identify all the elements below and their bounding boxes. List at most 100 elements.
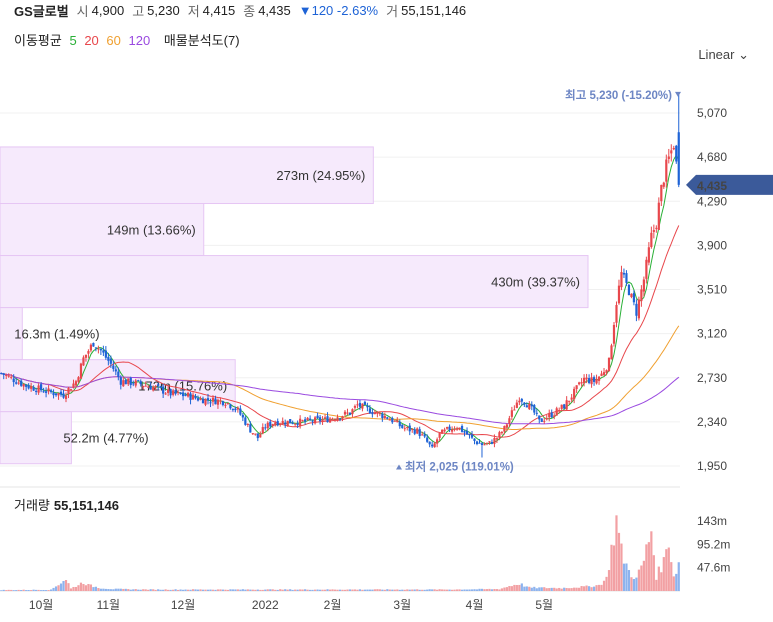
candle-body: [204, 398, 207, 405]
volume-bar: [383, 589, 386, 591]
candle-body: [304, 419, 307, 422]
volume-bar: [585, 585, 588, 591]
volume-bar: [179, 589, 182, 591]
candle-body: [20, 380, 23, 386]
candle-body: [15, 382, 18, 384]
candle-body: [418, 429, 421, 436]
x-tick-label: 12월: [171, 598, 195, 612]
volume-bar: [580, 586, 583, 591]
volume-bar: [323, 589, 327, 591]
volume-bar: [341, 589, 344, 591]
candle-body: [47, 388, 50, 392]
volume-bar: [568, 588, 571, 591]
volume-bar: [59, 583, 63, 591]
volume-bar: [274, 589, 277, 591]
volume-bar: [662, 557, 665, 591]
volume-bar: [533, 586, 536, 591]
candle-body: [386, 417, 389, 419]
volume-profile-bar: [0, 203, 205, 257]
volume-bar: [191, 589, 195, 591]
volume-bar: [276, 589, 279, 591]
ma120-toggle[interactable]: 120: [128, 33, 151, 48]
candle-body: [328, 418, 332, 423]
candle-body: [221, 401, 225, 405]
volume-bar: [201, 589, 205, 591]
volume-bar: [254, 589, 257, 591]
volume-bar: [309, 589, 312, 591]
candle-body: [132, 383, 135, 385]
volume-bar: [236, 589, 239, 591]
candle-body: [455, 428, 459, 430]
volume-bar: [505, 587, 508, 591]
y-tick-label: 1,950: [697, 459, 727, 473]
ma5-toggle[interactable]: 5: [69, 33, 77, 48]
volume-bar: [515, 585, 518, 591]
candle-body: [341, 416, 344, 419]
volume-bar: [0, 590, 3, 591]
max-marker-icon: [675, 91, 681, 97]
candle-body: [176, 392, 180, 394]
volume-bar: [216, 589, 220, 591]
candle-body: [503, 426, 506, 432]
volume-bar: [635, 577, 638, 591]
volume-bar: [284, 589, 287, 591]
candle-body: [488, 441, 491, 443]
candle-body: [398, 421, 401, 427]
volume-bar: [443, 589, 446, 591]
volume-bar: [416, 589, 419, 591]
candle-body: [107, 356, 110, 361]
change-value: ▼120: [298, 2, 334, 18]
ma20-toggle[interactable]: 20: [84, 33, 99, 48]
volume-bar: [169, 589, 172, 591]
volume-bar: [498, 589, 501, 591]
y-tick-label: 3,510: [697, 283, 727, 297]
volume-bar: [306, 589, 309, 591]
volume-bar: [376, 589, 379, 591]
candle-body: [670, 150, 673, 154]
candle-body: [313, 417, 317, 424]
ma60-toggle[interactable]: 60: [106, 33, 121, 48]
candle-body: [323, 417, 327, 419]
volume-bar: [550, 587, 553, 591]
volume-bar: [234, 589, 237, 591]
volume-bar: [622, 563, 626, 591]
volume-bar: [15, 590, 18, 591]
candle-body: [675, 145, 678, 162]
candle-body: [129, 377, 132, 385]
candle-body: [436, 439, 439, 444]
volume-bar: [602, 580, 606, 591]
volume-bar: [583, 586, 586, 591]
candle-body: [351, 409, 354, 415]
volume-bar: [363, 589, 367, 591]
candle-body: [622, 272, 626, 275]
x-tick-label: 3월: [393, 598, 411, 612]
volume-bar: [473, 589, 476, 591]
candle-body: [266, 422, 269, 429]
volume-bar: [196, 589, 200, 591]
volume-bar: [162, 589, 165, 591]
volume-bar: [396, 589, 399, 591]
scale-dropdown[interactable]: Linear ⌄: [698, 47, 749, 63]
candle-body: [49, 390, 53, 393]
volume-bar: [650, 531, 653, 591]
volume-bar: [2, 589, 5, 591]
open-value: 4,900: [91, 2, 125, 18]
candle-body: [635, 303, 638, 316]
volume-bar: [431, 589, 434, 591]
candle-body: [627, 284, 631, 296]
volume-bar: [259, 589, 262, 591]
volume-bar: [423, 589, 426, 591]
volume-bar: [313, 589, 317, 591]
volume-bar: [617, 532, 621, 591]
candle-body: [640, 289, 643, 302]
volume-bar: [640, 565, 643, 591]
candle-body: [72, 383, 75, 388]
volume-bars: [0, 515, 680, 591]
volume-profile-toggle[interactable]: 매물분석도(7): [163, 33, 240, 48]
volume-bar: [525, 586, 528, 591]
volume-bar: [122, 588, 125, 591]
volume-bar: [518, 584, 521, 591]
volume-bar: [37, 589, 40, 591]
volume-bar: [134, 589, 137, 591]
